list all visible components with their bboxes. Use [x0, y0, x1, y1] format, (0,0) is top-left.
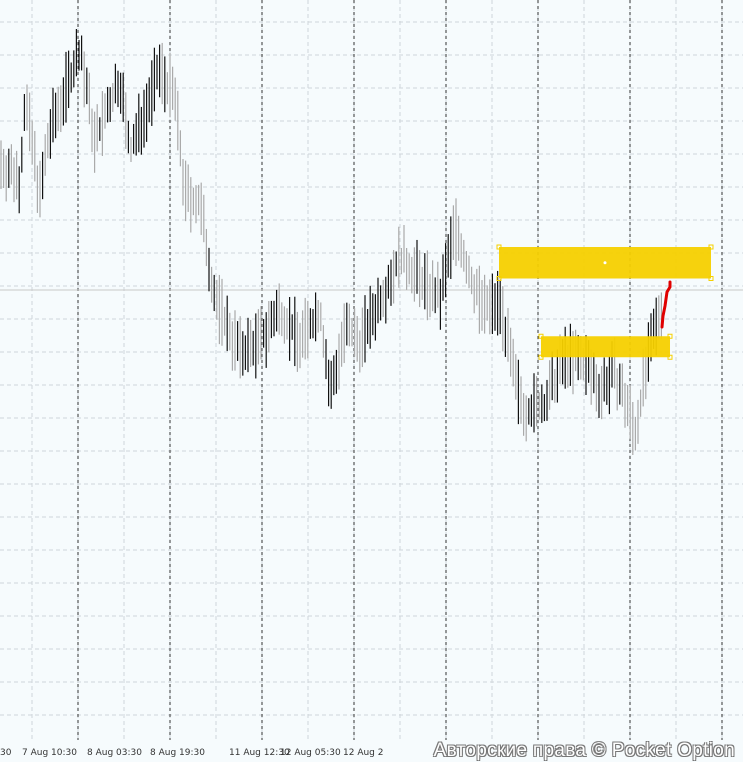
- zone-handle: [708, 276, 714, 281]
- x-tick-label: 12 Aug 05:30: [280, 748, 341, 758]
- x-tick-label: 8 Aug 19:30: [150, 748, 205, 758]
- watermark: Авторские права © Pocket Option: [433, 740, 735, 761]
- x-tick-label: 7 Aug 10:30: [22, 748, 77, 758]
- zone-support: [541, 336, 670, 358]
- x-tick-label: 11 Aug 12:30: [229, 748, 290, 758]
- zone-handle: [667, 333, 673, 339]
- zone-handle: [496, 244, 502, 250]
- x-tick-label: 8 Aug 03:30: [87, 748, 142, 758]
- trend-marker: [660, 280, 672, 329]
- zone-handle: [708, 244, 714, 250]
- zone-handle: [538, 333, 544, 339]
- zone-center-handle: [603, 261, 607, 265]
- x-tick-label: 30: [0, 748, 12, 758]
- zone-handle: [538, 354, 544, 360]
- zone-handle: [667, 354, 673, 360]
- x-tick-label: 12 Aug 2: [343, 748, 383, 758]
- zone-handle: [496, 276, 502, 281]
